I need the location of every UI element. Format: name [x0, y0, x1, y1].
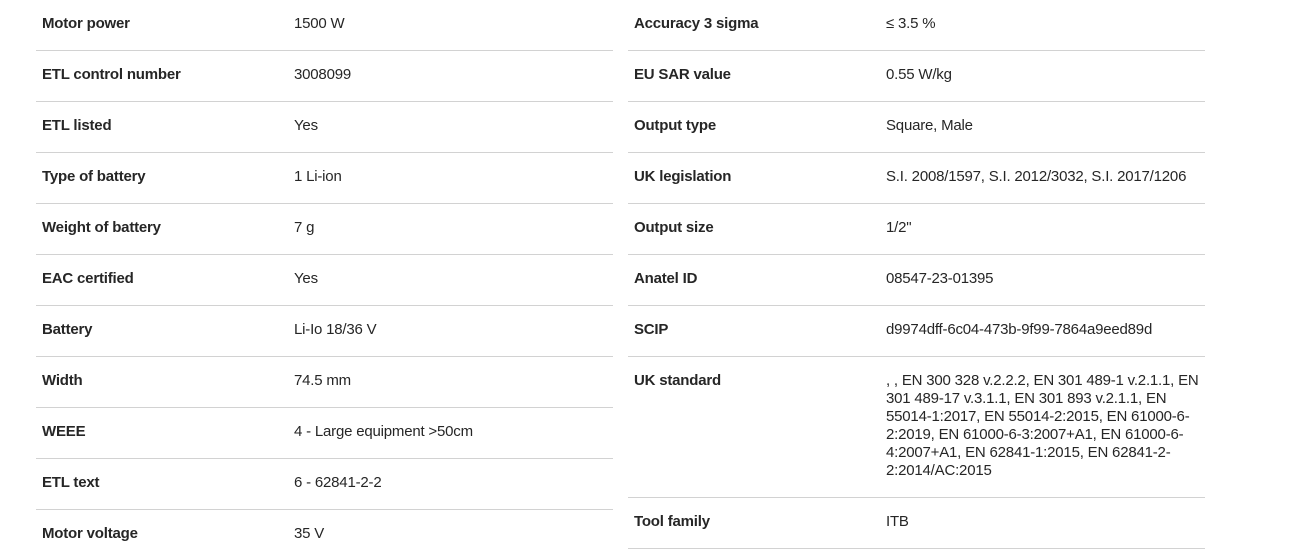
spec-label: UK standard	[634, 372, 721, 389]
spec-label: Tool family	[634, 513, 710, 530]
spec-value: S.I. 2008/1597, S.I. 2012/3032, S.I. 201…	[886, 168, 1187, 185]
spec-row: Accuracy 3 sigma ≤ 3.5 %	[628, 0, 1205, 51]
spec-value: Yes	[294, 117, 318, 134]
spec-value: 0.55 W/kg	[886, 66, 952, 83]
spec-label: Output type	[634, 117, 716, 134]
spec-value: 1 Li-ion	[294, 168, 342, 185]
spec-label: Output size	[634, 219, 714, 236]
spec-value: d9974dff-6c04-473b-9f99-7864a9eed89d	[886, 321, 1153, 338]
spec-label: SCIP	[634, 321, 669, 338]
spec-label: ETL control number	[42, 66, 181, 83]
spec-row: Motor voltage 35 V	[36, 510, 613, 558]
spec-label: WEEE	[42, 423, 86, 440]
spec-value: 08547-23-01395	[886, 270, 994, 287]
spec-value: 4 - Large equipment >50cm	[294, 423, 473, 440]
spec-value: Yes	[294, 270, 318, 287]
spec-column-right: Accuracy 3 sigma ≤ 3.5 % EU SAR value 0.55 …	[628, 0, 1205, 549]
spec-value: Li-Io 18/36 V	[294, 321, 377, 338]
spec-row: UK legislation S.I. 2008/1597, S.I. 2012/…	[628, 153, 1205, 204]
spec-label: Battery	[42, 321, 93, 338]
spec-label: ETL listed	[42, 117, 112, 134]
spec-label: EAC certified	[42, 270, 134, 287]
spec-value: 1/2"	[886, 219, 912, 236]
spec-label: ETL text	[42, 474, 100, 491]
spec-value: 1500 W	[294, 15, 345, 32]
spec-row: Battery Li-Io 18/36 V	[36, 306, 613, 357]
spec-label: Accuracy 3 sigma	[634, 15, 759, 32]
spec-label: Motor voltage	[42, 525, 138, 542]
spec-column-left: Motor power 1500 W ETL control number 30080…	[36, 0, 613, 558]
spec-label: Weight of battery	[42, 219, 161, 236]
spec-row: ETL text 6 - 62841-2-2	[36, 459, 613, 510]
spec-row: Output size 1/2"	[628, 204, 1205, 255]
spec-value: 3008099	[294, 66, 351, 83]
spec-value: 74.5 mm	[294, 372, 351, 389]
spec-row: UK standard , , EN 300 328 v.2.2.2, EN 30…	[628, 357, 1205, 498]
spec-label: Anatel ID	[634, 270, 698, 287]
spec-value: 7 g	[294, 219, 315, 236]
spec-row: ETL control number 3008099	[36, 51, 613, 102]
spec-value: 6 - 62841-2-2	[294, 474, 382, 491]
spec-row: EAC certified Yes	[36, 255, 613, 306]
spec-row: ETL listed Yes	[36, 102, 613, 153]
spec-label: UK legislation	[634, 168, 732, 185]
spec-row: Motor power 1500 W	[36, 0, 613, 51]
spec-value: Square, Male	[886, 117, 973, 134]
spec-row: WEEE 4 - Large equipment >50cm	[36, 408, 613, 459]
spec-value: , , EN 300 328 v.2.2.2, EN 301 489-1 v.2…	[886, 372, 1199, 479]
spec-label: Motor power	[42, 15, 130, 32]
spec-row: Output type Square, Male	[628, 102, 1205, 153]
spec-label: Width	[42, 372, 83, 389]
spec-value: 35 V	[294, 525, 325, 542]
spec-value: ≤ 3.5 %	[886, 15, 936, 32]
spec-row: SCIP d9974dff-6c04-473b-9f99-7864a9eed89d	[628, 306, 1205, 357]
spec-row: Tool family ITB	[628, 498, 1205, 549]
spec-value: ITB	[886, 513, 909, 530]
spec-row: Width 74.5 mm	[36, 357, 613, 408]
spec-label: EU SAR value	[634, 66, 731, 83]
spec-row: Anatel ID 08547-23-01395	[628, 255, 1205, 306]
spec-row: Type of battery 1 Li-ion	[36, 153, 613, 204]
spec-row: EU SAR value 0.55 W/kg	[628, 51, 1205, 102]
spec-label: Type of battery	[42, 168, 146, 185]
spec-row: Weight of battery 7 g	[36, 204, 613, 255]
